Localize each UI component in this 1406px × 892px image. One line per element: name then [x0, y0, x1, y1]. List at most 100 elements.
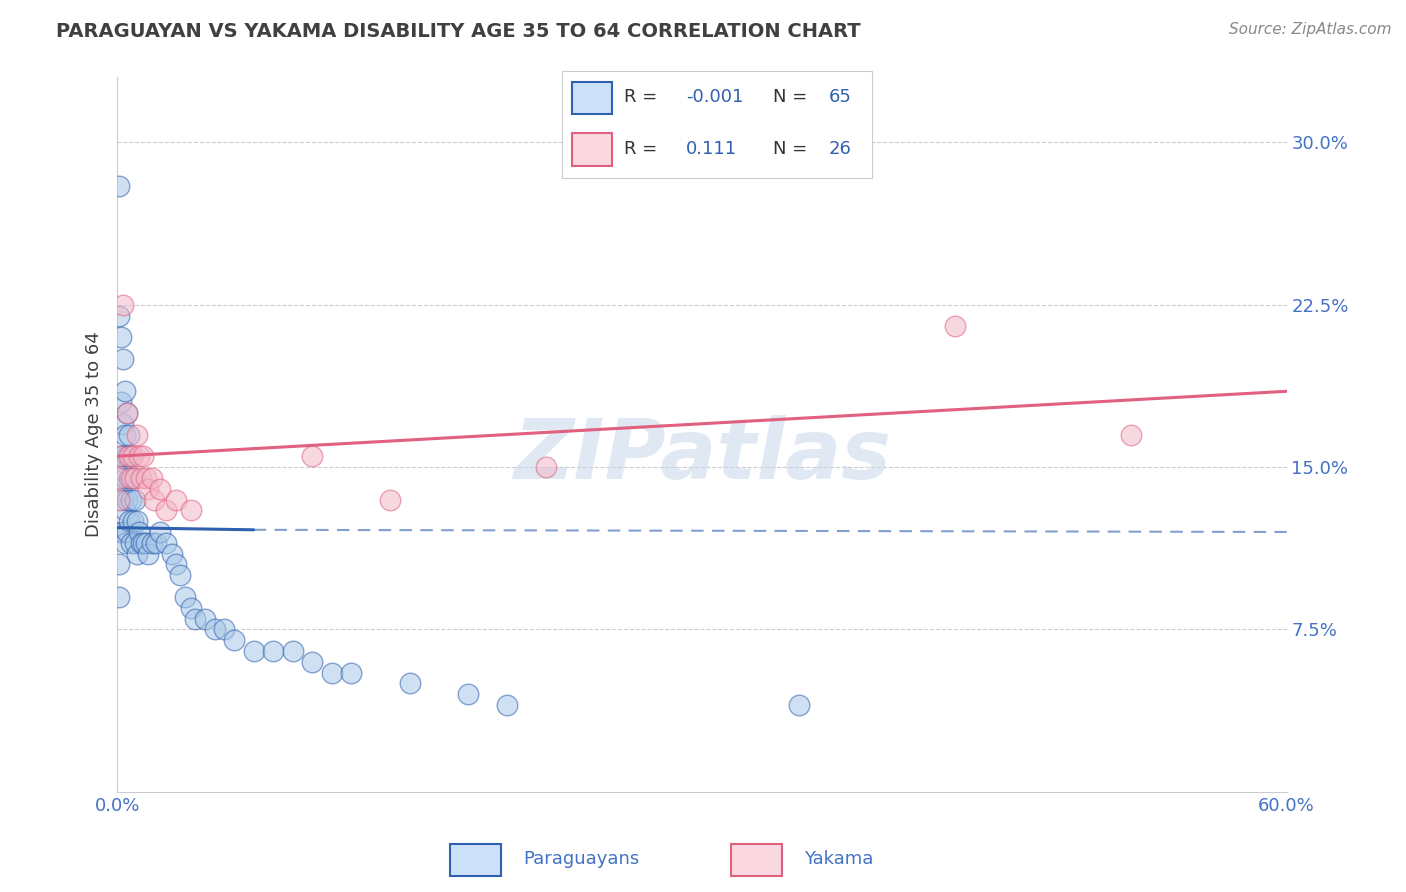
Point: [125, 427, 148, 442]
Point: [138, 547, 160, 561]
Point: [120, 471, 142, 485]
Point: [496, 698, 519, 712]
Text: N =: N =: [773, 88, 807, 106]
Point: [108, 471, 131, 485]
FancyBboxPatch shape: [572, 82, 612, 114]
Point: [169, 568, 191, 582]
Point: [242, 644, 264, 658]
Point: [149, 524, 172, 539]
Point: [131, 449, 153, 463]
FancyBboxPatch shape: [731, 844, 782, 876]
FancyBboxPatch shape: [450, 844, 501, 876]
Point: [204, 623, 226, 637]
Point: [128, 449, 150, 463]
Point: [110, 482, 132, 496]
Point: [184, 611, 207, 625]
Point: [108, 590, 131, 604]
Point: [110, 395, 132, 409]
Point: [340, 665, 363, 680]
Point: [112, 449, 135, 463]
Text: ZIPatlas: ZIPatlas: [513, 416, 891, 497]
Point: [118, 427, 141, 442]
Point: [165, 558, 187, 572]
Point: [115, 449, 138, 463]
Point: [457, 687, 479, 701]
Point: [115, 406, 138, 420]
Point: [135, 471, 157, 485]
Text: Source: ZipAtlas.com: Source: ZipAtlas.com: [1229, 22, 1392, 37]
Point: [114, 471, 136, 485]
Point: [165, 492, 187, 507]
Point: [301, 655, 323, 669]
Point: [108, 558, 131, 572]
Point: [108, 449, 131, 463]
Point: [129, 471, 152, 485]
Text: 0.111: 0.111: [686, 141, 737, 159]
Point: [174, 590, 197, 604]
Point: [115, 524, 138, 539]
Text: R =: R =: [624, 141, 658, 159]
Point: [120, 536, 142, 550]
Point: [281, 644, 304, 658]
Point: [108, 309, 131, 323]
Point: [180, 600, 202, 615]
Point: [108, 492, 131, 507]
FancyBboxPatch shape: [572, 134, 612, 166]
Point: [118, 514, 141, 528]
Point: [141, 536, 163, 550]
Point: [789, 698, 811, 712]
Point: [124, 492, 146, 507]
Point: [321, 665, 343, 680]
Point: [112, 351, 135, 366]
Point: [194, 611, 217, 625]
Point: [121, 514, 143, 528]
Point: [121, 471, 143, 485]
Point: [110, 330, 132, 344]
Point: [115, 406, 138, 420]
Point: [180, 503, 202, 517]
Point: [124, 536, 146, 550]
Point: [112, 524, 135, 539]
Point: [112, 492, 135, 507]
Point: [534, 460, 557, 475]
Point: [301, 449, 323, 463]
Point: [138, 482, 160, 496]
Point: [112, 298, 135, 312]
Point: [145, 536, 167, 550]
Point: [262, 644, 284, 658]
Point: [114, 384, 136, 399]
Point: [131, 536, 153, 550]
Point: [124, 471, 146, 485]
Point: [108, 178, 131, 193]
Text: Yakama: Yakama: [804, 849, 873, 868]
Point: [143, 492, 166, 507]
Point: [120, 492, 142, 507]
Text: Paraguayans: Paraguayans: [523, 849, 640, 868]
Point: [125, 547, 148, 561]
Point: [149, 482, 172, 496]
Point: [118, 471, 141, 485]
Point: [135, 536, 157, 550]
Point: [120, 449, 142, 463]
Point: [943, 319, 966, 334]
Point: [125, 514, 148, 528]
Point: [112, 417, 135, 431]
Point: [115, 492, 138, 507]
Point: [128, 524, 150, 539]
Point: [114, 536, 136, 550]
Text: -0.001: -0.001: [686, 88, 744, 106]
Text: PARAGUAYAN VS YAKAMA DISABILITY AGE 35 TO 64 CORRELATION CHART: PARAGUAYAN VS YAKAMA DISABILITY AGE 35 T…: [56, 22, 860, 41]
Point: [110, 449, 132, 463]
Point: [121, 449, 143, 463]
Point: [141, 471, 163, 485]
Point: [114, 427, 136, 442]
Point: [114, 503, 136, 517]
Text: 26: 26: [828, 141, 851, 159]
Point: [224, 633, 246, 648]
Point: [398, 676, 420, 690]
Y-axis label: Disability Age 35 to 64: Disability Age 35 to 64: [86, 332, 103, 538]
Text: 65: 65: [828, 88, 851, 106]
Point: [155, 536, 177, 550]
Point: [214, 623, 236, 637]
Point: [155, 503, 177, 517]
